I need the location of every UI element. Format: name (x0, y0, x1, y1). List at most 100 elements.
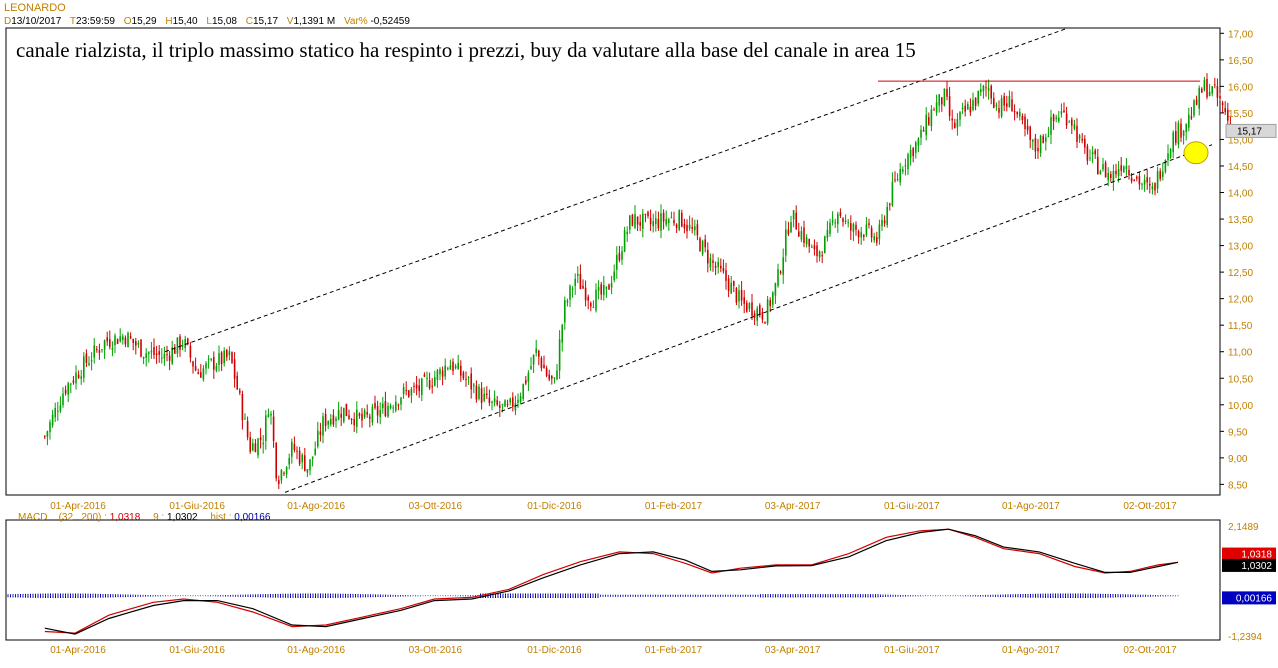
candle-body (317, 430, 319, 447)
candle-body (298, 450, 301, 464)
candle-body (655, 218, 657, 225)
candle-body (717, 261, 720, 267)
candle-body (314, 448, 317, 455)
candle-body (44, 436, 46, 438)
candle-body (912, 148, 915, 157)
candle-body (595, 289, 597, 311)
x-tick-label: 01-Apr-2016 (50, 645, 106, 656)
candle-body (535, 348, 538, 354)
candle-body (1042, 136, 1045, 143)
candle-body (470, 373, 473, 390)
candle-body (504, 400, 506, 407)
candle-body (145, 353, 148, 358)
candle-body (491, 401, 493, 403)
volume-key: V (286, 16, 294, 27)
candle-body (249, 437, 252, 452)
candle-body (649, 217, 652, 225)
candle-body (1164, 160, 1167, 172)
candle-body (293, 443, 296, 451)
candle-body (727, 278, 730, 292)
candle-body (678, 210, 681, 230)
candle-body (327, 421, 330, 425)
candle-body (1076, 125, 1078, 142)
candle-body (64, 389, 67, 394)
candle-body (233, 359, 236, 379)
candle-body (868, 223, 870, 226)
candle-body (696, 224, 699, 236)
candle-body (777, 269, 779, 286)
candle-body (603, 285, 605, 296)
var-key: Var% (343, 16, 368, 27)
low-key: L (206, 16, 212, 27)
candle-body (452, 361, 454, 372)
candle-body (187, 338, 189, 344)
candle-body (1099, 171, 1102, 175)
candle-body (907, 154, 909, 170)
candle-body (751, 302, 753, 316)
candle-body (1177, 123, 1180, 145)
signal-value: 1,0302 (167, 512, 198, 523)
candle-body (616, 255, 618, 270)
candle-body (288, 458, 291, 465)
candle-body (722, 267, 725, 272)
candle-body (1120, 165, 1123, 171)
axis-layer: 8,50 9,00 9,50 10,00 10,50 11,00 11,50 12,00 12,… (50, 29, 1277, 656)
candle-body (285, 467, 288, 475)
candle-body (514, 403, 517, 411)
candle-body (982, 86, 985, 92)
candle-body (166, 354, 168, 356)
candle-body (839, 212, 842, 216)
candle-body (725, 270, 727, 281)
candle-body (46, 431, 49, 437)
candle-body (1128, 169, 1130, 176)
candle-body (1175, 131, 1177, 143)
candle-body (1081, 138, 1084, 141)
candle-body (335, 418, 337, 421)
candle-body (1055, 117, 1058, 120)
candle-body (626, 231, 629, 235)
candle-body (873, 236, 876, 241)
candle-body (306, 469, 309, 473)
candle-body (1136, 176, 1138, 179)
candle-body (987, 88, 990, 91)
candle-body (353, 419, 356, 426)
price-panel-frame (5, 27, 1221, 496)
candle-body (525, 380, 527, 384)
candle-body (376, 406, 379, 416)
candle-body (790, 222, 792, 233)
hist-value: 0,00166 (234, 512, 271, 523)
candle-body (974, 97, 977, 106)
candle-body (608, 284, 610, 290)
candle-body (267, 414, 270, 418)
candle-body (374, 402, 376, 408)
candle-body (842, 218, 844, 222)
candle-body (213, 357, 215, 370)
candle-body (431, 385, 434, 387)
candle-body (1221, 102, 1224, 106)
candle-body (465, 378, 467, 380)
candle-body (764, 321, 766, 324)
candle-body (803, 227, 805, 243)
candle-body (821, 255, 824, 257)
candle-body (527, 372, 530, 382)
candle-body (1011, 99, 1013, 112)
candle-body (49, 422, 51, 433)
candle-body (772, 292, 774, 305)
candle-body (954, 122, 956, 129)
candle-body (1201, 88, 1203, 93)
candle-body (1169, 149, 1172, 158)
candle-body (1032, 139, 1034, 142)
candle-body (122, 336, 124, 340)
candle-body (457, 362, 460, 370)
candle-body (436, 370, 439, 380)
candle-body (223, 350, 226, 364)
high-key: H (165, 16, 173, 27)
candle-body (57, 410, 59, 412)
x-tick-label: 01-Ago-2016 (287, 645, 345, 656)
candle-body (418, 385, 421, 392)
y-tick-label: 11,50 (1228, 321, 1253, 332)
candle-body (1180, 123, 1182, 138)
hist-label: hist : (210, 512, 232, 523)
hist-last-box-label: 0,00166 (1236, 593, 1273, 604)
